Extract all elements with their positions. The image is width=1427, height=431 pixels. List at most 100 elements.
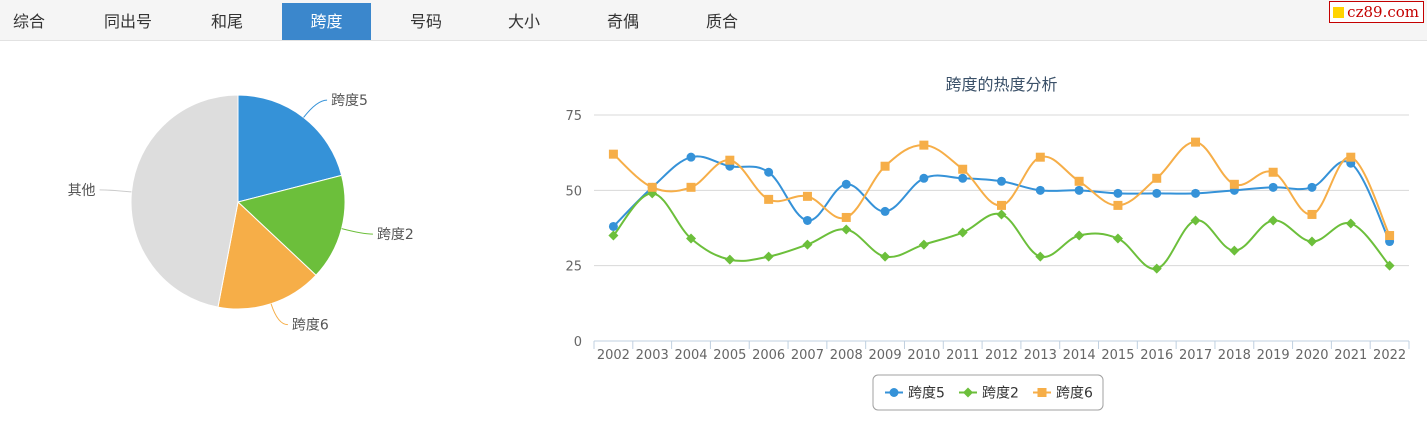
x-tick-label: 2018 xyxy=(1218,348,1251,363)
data-point-span-6[interactable] xyxy=(1035,152,1045,162)
data-point-span-2[interactable] xyxy=(1035,251,1046,262)
data-point-span-5[interactable] xyxy=(764,167,774,177)
data-point-span-2[interactable] xyxy=(1190,215,1201,226)
data-point-span-2[interactable] xyxy=(1229,245,1240,256)
data-point-span-2[interactable] xyxy=(1112,233,1123,244)
data-point-span-6[interactable] xyxy=(1152,173,1162,183)
legend-label-span-5[interactable]: 跨度5 xyxy=(908,386,945,402)
data-point-span-5[interactable] xyxy=(958,173,968,183)
pie-slice-span-2[interactable] xyxy=(236,174,346,276)
data-point-span-2[interactable] xyxy=(724,254,735,265)
pie-chart: 跨度5 跨度2 跨度6 其他 xyxy=(68,93,414,334)
tab-prime-composite[interactable]: 质合 xyxy=(705,12,738,31)
x-tick-label: 2022 xyxy=(1373,348,1406,363)
data-point-span-5[interactable] xyxy=(1074,185,1084,195)
data-point-span-2[interactable] xyxy=(763,251,774,262)
data-point-span-2[interactable] xyxy=(1306,236,1317,247)
data-point-span-2[interactable] xyxy=(1074,230,1085,241)
data-point-span-6[interactable] xyxy=(997,200,1006,210)
y-tick-label: 75 xyxy=(565,109,582,124)
data-point-span-5[interactable] xyxy=(1268,182,1278,192)
pie-connector-span-6 xyxy=(270,303,288,326)
data-point-span-5[interactable] xyxy=(841,179,851,189)
data-point-span-2[interactable] xyxy=(957,227,968,238)
pie-slice-span-5[interactable] xyxy=(237,94,343,203)
data-point-span-2[interactable] xyxy=(1384,260,1395,271)
legend-label-span-2[interactable]: 跨度2 xyxy=(982,386,1019,402)
y-tick-label: 25 xyxy=(565,260,582,275)
data-point-span-5[interactable] xyxy=(686,152,696,162)
data-point-span-6[interactable] xyxy=(1229,179,1239,189)
legend-marker-span-2[interactable] xyxy=(963,387,973,398)
data-point-span-6[interactable] xyxy=(1113,200,1123,210)
tab-big-small[interactable]: 大小 xyxy=(507,12,540,31)
brand-logo[interactable]: cz89.com xyxy=(1329,1,1424,23)
tab-odd-even[interactable]: 奇偶 xyxy=(606,12,639,31)
data-point-span-2[interactable] xyxy=(996,209,1007,220)
x-tick-label: 2009 xyxy=(869,348,902,363)
pie-label-span-6: 跨度6 xyxy=(292,318,329,334)
x-tick-label: 2021 xyxy=(1334,348,1367,363)
data-point-span-5[interactable] xyxy=(997,176,1006,186)
data-point-span-6[interactable] xyxy=(919,140,929,150)
data-point-span-6[interactable] xyxy=(841,212,851,222)
data-point-span-6[interactable] xyxy=(686,182,696,192)
data-point-span-6[interactable] xyxy=(880,161,890,171)
data-point-span-5[interactable] xyxy=(919,173,929,183)
data-point-span-6[interactable] xyxy=(725,155,735,165)
data-point-span-2[interactable] xyxy=(1151,263,1162,274)
legend-marker-span-6[interactable] xyxy=(1037,388,1047,397)
data-point-span-6[interactable] xyxy=(1074,176,1084,186)
data-point-span-6[interactable] xyxy=(958,164,968,174)
x-tick-label: 2004 xyxy=(674,348,707,363)
tab-span[interactable]: 跨度 xyxy=(282,3,371,40)
data-point-span-6[interactable] xyxy=(1346,152,1356,162)
x-tick-label: 2013 xyxy=(1024,348,1057,363)
data-point-span-5[interactable] xyxy=(1035,185,1045,195)
data-point-span-6[interactable] xyxy=(608,149,618,159)
x-tick-label: 2002 xyxy=(597,348,630,363)
data-point-span-6[interactable] xyxy=(802,191,812,201)
data-point-span-6[interactable] xyxy=(1191,137,1201,147)
x-tick-label: 2017 xyxy=(1179,348,1212,363)
pie-slice-other[interactable] xyxy=(130,94,239,308)
data-point-span-5[interactable] xyxy=(1307,182,1317,192)
data-point-span-2[interactable] xyxy=(880,251,891,262)
data-point-span-6[interactable] xyxy=(1268,167,1278,177)
chart-title: 跨度的热度分析 xyxy=(945,75,1057,94)
data-point-span-2[interactable] xyxy=(608,230,619,241)
x-tick-label: 2019 xyxy=(1257,348,1290,363)
tab-overview[interactable]: 综合 xyxy=(12,12,45,31)
data-point-span-6[interactable] xyxy=(1385,231,1395,241)
data-point-span-5[interactable] xyxy=(802,215,812,225)
pie-connector-span-5 xyxy=(303,99,328,118)
data-point-span-2[interactable] xyxy=(686,233,697,244)
data-point-span-2[interactable] xyxy=(1345,218,1356,229)
line-chart: 跨度的热度分析 0 25 50 75 2002 2003 2004 2005 2006 2007 20… xyxy=(565,75,1410,411)
data-point-span-5[interactable] xyxy=(1113,188,1123,198)
pie-label-span-5: 跨度5 xyxy=(331,93,368,109)
data-point-span-6[interactable] xyxy=(1307,209,1317,219)
data-point-span-2[interactable] xyxy=(802,239,813,250)
legend-marker-span-5[interactable] xyxy=(889,388,899,397)
pie-label-other: 其他 xyxy=(68,183,96,199)
data-point-span-5[interactable] xyxy=(1152,188,1162,198)
tab-number[interactable]: 号码 xyxy=(409,12,442,31)
data-point-span-5[interactable] xyxy=(608,221,618,231)
y-tick-label: 50 xyxy=(565,184,582,199)
y-tick-label: 0 xyxy=(574,335,582,350)
legend-label-span-6[interactable]: 跨度6 xyxy=(1056,386,1093,402)
tab-sum-tail[interactable]: 和尾 xyxy=(210,12,243,31)
brand-text: cz89.com xyxy=(1347,3,1419,21)
data-point-span-6[interactable] xyxy=(764,194,774,204)
data-point-span-2[interactable] xyxy=(918,239,929,250)
data-point-span-2[interactable] xyxy=(1268,215,1279,226)
data-point-span-6[interactable] xyxy=(647,182,657,192)
data-point-span-5[interactable] xyxy=(880,206,890,216)
x-tick-label: 2016 xyxy=(1140,348,1173,363)
tab-same-numbers[interactable]: 同出号 xyxy=(103,12,152,31)
pie-label-span-2: 跨度2 xyxy=(377,227,414,243)
data-point-span-5[interactable] xyxy=(1191,188,1201,198)
data-point-span-2[interactable] xyxy=(841,224,852,235)
pie-slice-span-6[interactable] xyxy=(217,201,317,310)
